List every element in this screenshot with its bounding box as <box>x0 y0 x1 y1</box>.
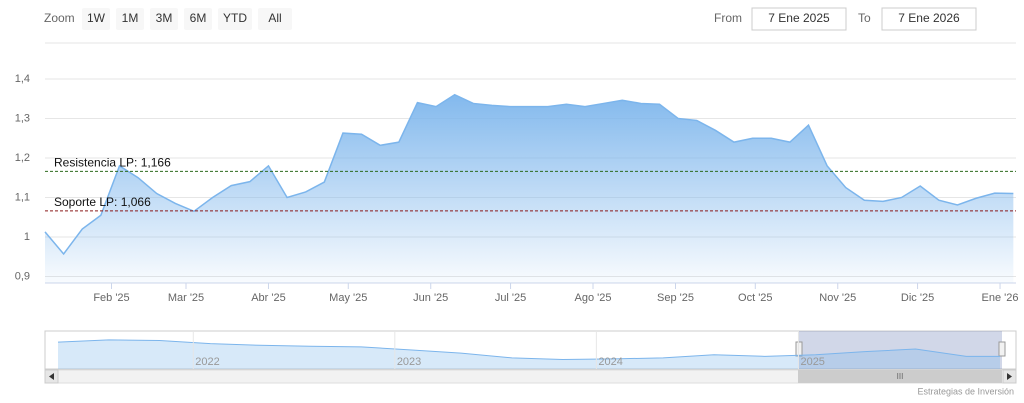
x-tick-label: Nov '25 <box>819 292 856 304</box>
zoom-button[interactable] <box>150 8 178 30</box>
from-input[interactable] <box>751 7 847 31</box>
navigator-area <box>58 339 1000 369</box>
navigator-label: 2022 <box>195 356 219 368</box>
navigator-label: 2024 <box>598 356 622 368</box>
to-label: To <box>858 11 871 25</box>
x-tick-label: Jun '25 <box>413 292 448 304</box>
zoom-button-label[interactable]: 1M <box>122 11 139 25</box>
navigator-line <box>57 339 1000 361</box>
y-tick-label: 0,9 <box>15 270 30 282</box>
x-tick-label: Ago '25 <box>575 292 612 304</box>
x-tick-label: Abr '25 <box>251 292 286 304</box>
x-tick-label: Sep '25 <box>657 292 694 304</box>
y-tick-label: 1,3 <box>15 112 30 124</box>
zoom-button-label[interactable]: 1W <box>87 11 106 25</box>
y-tick-label: 1,1 <box>15 191 30 203</box>
x-tick-label: Mar '25 <box>168 292 204 304</box>
zoom-button[interactable] <box>184 8 212 30</box>
navigator-frame <box>44 330 1017 370</box>
to-input[interactable] <box>881 7 977 31</box>
plot-line-label: Soporte LP: 1,066 <box>54 195 151 209</box>
arrow <box>1007 373 1012 380</box>
x-tick-label: Dic '25 <box>901 292 934 304</box>
x-tick-label: Ene '26 <box>982 292 1019 304</box>
x-tick-label: Jul '25 <box>495 292 526 304</box>
x-tick-label: Oct '25 <box>738 292 773 304</box>
zoom-button[interactable] <box>258 8 292 30</box>
credits: Estrategias de Inversión <box>917 386 1014 396</box>
from-value[interactable]: 7 Ene 2025 <box>768 11 830 25</box>
zoom-button-label[interactable]: 6M <box>190 11 207 25</box>
area <box>45 94 1014 284</box>
zoom-button[interactable] <box>82 8 110 30</box>
zoom-button-label[interactable]: YTD <box>223 11 247 25</box>
x-tick-label: Feb '25 <box>93 292 129 304</box>
zoom-button-label[interactable]: 3M <box>156 11 173 25</box>
from-label: From <box>714 11 742 25</box>
x-tick-label: May '25 <box>329 292 367 304</box>
zoom-button[interactable] <box>218 8 252 30</box>
line <box>44 93 1014 256</box>
zoom-button-label[interactable]: All <box>268 11 281 25</box>
scrollbar-thumb[interactable] <box>798 370 1002 383</box>
y-tick-label: 1,4 <box>15 73 30 85</box>
plot-line-label: Resistencia LP: 1,166 <box>54 156 171 170</box>
zoom-label: Zoom <box>44 11 75 25</box>
to-value[interactable]: 7 Ene 2026 <box>898 11 960 25</box>
arrow <box>49 373 54 380</box>
navigator-label: 2023 <box>397 356 421 368</box>
navigator-label: 2025 <box>800 356 824 368</box>
navigator-handle[interactable] <box>795 341 803 357</box>
scrollbar-grip: III <box>897 372 904 381</box>
y-tick-label: 1 <box>24 231 30 243</box>
navigator-handle[interactable] <box>998 341 1006 357</box>
y-tick-label: 1,2 <box>15 152 30 164</box>
zoom-button[interactable] <box>116 8 144 30</box>
